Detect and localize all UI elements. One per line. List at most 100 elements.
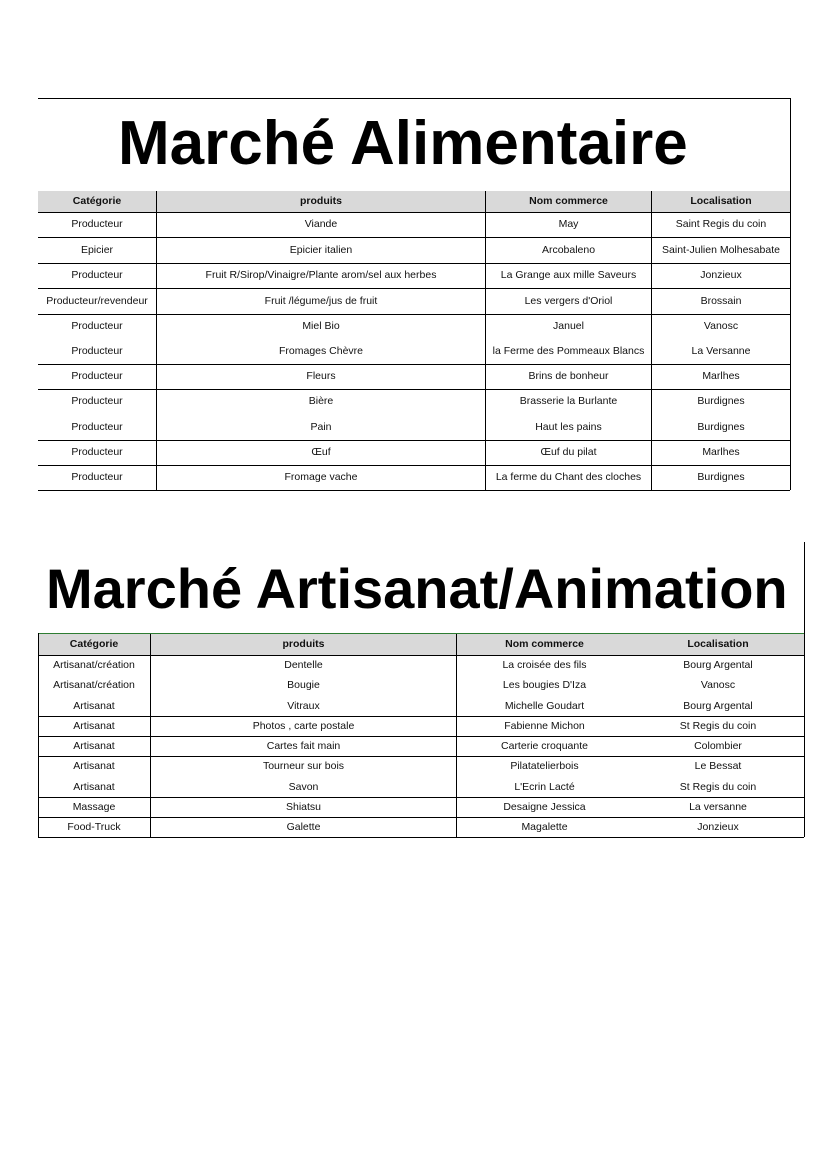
table-cell-column: Marlhes <box>652 440 790 465</box>
table-cell: Artisanat <box>73 740 115 752</box>
table-cell-column: Producteur <box>38 440 157 465</box>
table-cell: La ferme du Chant des cloches <box>495 471 642 483</box>
table-cell: Jonzieux <box>700 269 742 281</box>
table-cell-column: Galette <box>151 817 457 837</box>
table-cell: Bourg Argental <box>683 699 753 712</box>
table-cell-column: Miel Bio Fromages Chèvre <box>157 314 486 364</box>
table-cell: Fleurs <box>306 370 336 382</box>
table-cell: Colombier <box>694 740 742 752</box>
table-cell: Brasserie la Burlante <box>519 395 618 407</box>
table-cell-column: Fruit R/Sirop/Vinaigre/Plante arom/sel a… <box>157 263 486 288</box>
table-row-group: Food-Truck Galette Magalette Jonzieux <box>38 817 804 838</box>
table-cell-column: Fabienne Michon <box>457 716 632 736</box>
table-header-row: Catégorie produits Nom commerce Localisatio… <box>38 191 790 213</box>
table-cell-column: Œuf du pilat <box>486 440 652 465</box>
table-cell: Bougie <box>287 679 320 692</box>
table-cell: Food-Truck <box>67 821 121 833</box>
table-cell: Haut les pains <box>535 420 602 433</box>
artisanat-table: Catégorie produits Nom commerce Localisatio… <box>38 634 804 838</box>
table-cell-column: Dentelle Bougie Vitraux <box>151 655 457 716</box>
table-cell-column: Photos , carte postale <box>151 716 457 736</box>
table-cell-column: Jonzieux <box>632 817 804 837</box>
table-cell-column: Brossain <box>652 288 790 314</box>
table-cell-column: Fruit /légume/jus de fruit <box>157 288 486 314</box>
table-cell-column: Producteur Producteur <box>38 314 157 364</box>
table-cell-column: Bière Pain <box>157 389 486 440</box>
column-header: produits <box>151 634 457 655</box>
table-row-group: Producteur Fruit R/Sirop/Vinaigre/Plante … <box>38 263 790 289</box>
table-cell-column: Producteur <box>38 263 157 288</box>
table-cell: Brins de bonheur <box>528 370 609 382</box>
table-cell: Cartes fait main <box>266 740 341 752</box>
table-cell: Desaigne Jessica <box>503 801 586 813</box>
table-cell: Burdignes <box>697 395 745 407</box>
table-cell: Fabienne Michon <box>504 720 585 732</box>
table-cell: Michelle Goudart <box>504 699 585 712</box>
table-row-group: Artisanat Photos , carte postale Fabienne … <box>38 716 804 737</box>
table-cell: Magalette <box>521 821 568 833</box>
table-cell: Vitraux <box>287 699 320 712</box>
column-header: Localisation <box>687 638 749 650</box>
table-cell: Pain <box>310 420 332 433</box>
table-cell: Producteur <box>71 446 123 458</box>
table-row-group: Producteur Viande May Saint Regis du coin <box>38 212 790 238</box>
column-header: Catégorie <box>38 634 151 655</box>
table-cell: La versanne <box>689 801 747 813</box>
table-cell: Artisanat <box>73 699 115 712</box>
table-cell: Massage <box>72 801 116 813</box>
table-cell: L'Ecrin Lacté <box>514 780 575 793</box>
table-cell-column: Bourg Argental Vanosc Bourg Argental <box>632 655 804 716</box>
table-cell-column: Magalette <box>457 817 632 837</box>
right-border <box>790 98 791 490</box>
table-cell-column: Fleurs <box>157 364 486 389</box>
table-cell: Epicier italien <box>289 244 353 256</box>
table-cell-column: Desaigne Jessica <box>457 797 632 817</box>
table-row-group: Producteur Producteur Miel Bio Fromages Chè… <box>38 314 790 365</box>
table-cell-column: Le Bessat St Regis du coin <box>632 756 804 797</box>
table-cell-column: Colombier <box>632 736 804 756</box>
table-cell: Viande <box>304 218 338 230</box>
table-cell: Epicier <box>80 244 114 256</box>
table-cell: Artisanat <box>73 720 115 732</box>
table-cell-column: Jonzieux <box>652 263 790 288</box>
table-cell: Fruit R/Sirop/Vinaigre/Plante arom/sel a… <box>205 269 437 281</box>
table-cell-column: La versanne <box>632 797 804 817</box>
table-cell: Les bougies D'Iza <box>502 679 587 692</box>
table-cell: Saint-Julien Molhesabate <box>662 244 780 256</box>
table-row-group: Artisanat Cartes fait main Carterie croqua… <box>38 736 804 757</box>
column-header: Nom commerce <box>505 638 584 650</box>
table-cell-column: Epicier <box>38 237 157 263</box>
table-cell: La croisée des fils <box>502 659 587 671</box>
table-cell-column: Producteur <box>38 212 157 237</box>
table-row-group: Producteur Œuf Œuf du pilat Marlhes <box>38 440 790 466</box>
table-cell: St Regis du coin <box>679 720 757 732</box>
table-row-group: Epicier Epicier italien Arcobaleno Saint-Ju… <box>38 237 790 264</box>
table-cell: St Regis du coin <box>679 780 757 793</box>
table-cell-column: Burdignes Burdignes <box>652 389 790 440</box>
table-cell-column: St Regis du coin <box>632 716 804 736</box>
table-cell: Producteur <box>71 345 123 357</box>
table-cell-column: Vanosc La Versanne <box>652 314 790 364</box>
table-cell-column: Marlhes <box>652 364 790 389</box>
table-cell: Photos , carte postale <box>252 720 355 732</box>
table-cell: Januel <box>553 320 584 332</box>
table-cell-column: Viande <box>157 212 486 237</box>
table-cell: May <box>558 218 579 230</box>
table-cell-column: Artisanat Artisanat <box>38 756 151 797</box>
table-cell: Arcobaleno <box>541 244 596 256</box>
table-cell: Burdignes <box>697 471 745 483</box>
left-border <box>38 633 39 837</box>
table-cell: La Versanne <box>691 345 751 357</box>
table-row-group: Artisanat Artisanat Tourneur sur bois Savon… <box>38 756 804 798</box>
table-cell: Saint Regis du coin <box>675 218 767 230</box>
table-cell-column: La ferme du Chant des cloches <box>486 465 652 490</box>
table-cell: Marlhes <box>702 370 740 382</box>
table-cell-column: Cartes fait main <box>151 736 457 756</box>
column-header: Nom commerce <box>486 191 652 212</box>
table-cell-column: Saint-Julien Molhesabate <box>652 237 790 263</box>
table-row-group: Producteur Fromage vache La ferme du Chant… <box>38 465 790 491</box>
table-cell: Vanosc <box>703 320 739 332</box>
table-cell-column: Fromage vache <box>157 465 486 490</box>
table-cell: Carterie croquante <box>501 740 588 752</box>
